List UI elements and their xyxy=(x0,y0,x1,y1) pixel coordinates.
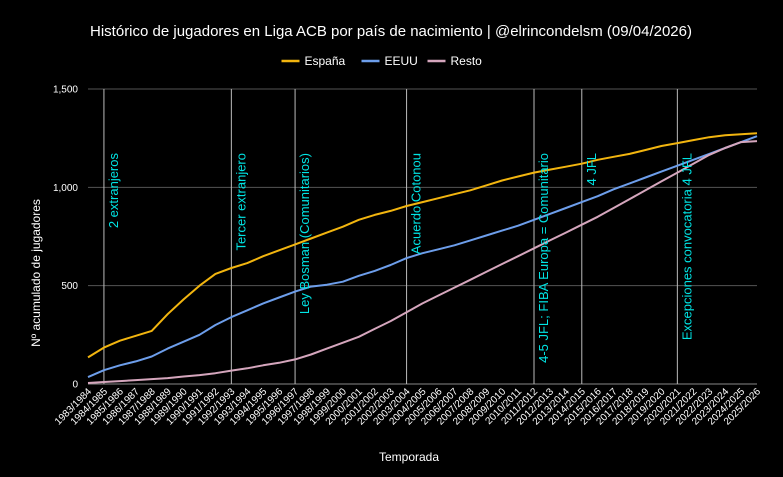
legend-label: Resto xyxy=(451,54,483,68)
annotation-labels: 2 extranjeros Tercer extranjero Ley Bosman… xyxy=(106,153,694,363)
annotation-label: 4 JFL xyxy=(584,153,599,186)
annotation-label: 4-5 JFL; FIBA Europa = Comunitario xyxy=(536,153,551,363)
y-tick-label: 0 xyxy=(72,380,78,391)
y-axis-ticks: 0 500 1,000 1,500 xyxy=(53,85,78,391)
y-axis-label: Nº acumulado de jugadores xyxy=(29,199,43,347)
y-tick-label: 1,000 xyxy=(53,183,78,194)
annotation-label: Acuerdo Cotonou xyxy=(409,153,424,254)
series-line xyxy=(87,135,758,379)
chart-title: Histórico de jugadores en Liga ACB por p… xyxy=(90,23,692,40)
x-axis-ticks: 1983/19841984/19851985/19861986/19871987… xyxy=(53,386,764,428)
annotation-lines xyxy=(103,89,678,384)
legend: España EEUU Resto xyxy=(281,54,483,68)
legend-label: España xyxy=(305,54,346,68)
y-tick-label: 1,500 xyxy=(53,85,78,96)
x-axis-label: Temporada xyxy=(379,450,439,464)
annotation-label: 2 extranjeros xyxy=(106,153,121,229)
series-line xyxy=(87,140,758,384)
annotation-label: Tercer extranjero xyxy=(233,153,248,251)
y-tick-label: 500 xyxy=(61,281,78,292)
series-lines xyxy=(87,132,758,384)
annotation-label: Excepciones convocatoria 4 JFL xyxy=(679,153,694,340)
annotation-label: Ley Bosman (Comunitarios) xyxy=(297,153,312,314)
legend-label: EEUU xyxy=(385,54,418,68)
series-line xyxy=(87,132,758,359)
